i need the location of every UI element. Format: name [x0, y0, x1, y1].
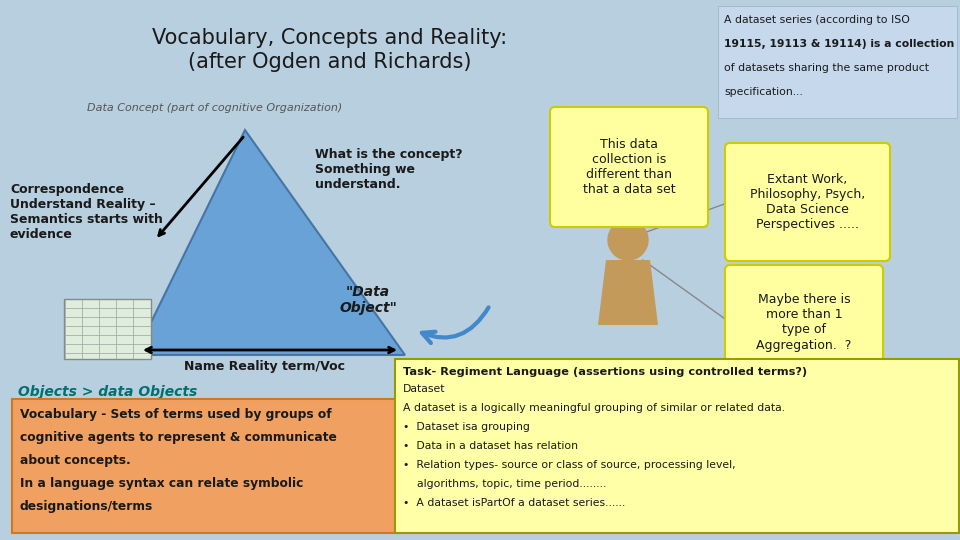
Circle shape — [608, 220, 648, 260]
Text: about concepts.: about concepts. — [20, 454, 131, 467]
Text: In a language syntax can relate symbolic: In a language syntax can relate symbolic — [20, 477, 303, 490]
Text: designations/terms: designations/terms — [20, 500, 154, 513]
Polygon shape — [135, 130, 405, 355]
Text: Vocabulary - Sets of terms used by groups of: Vocabulary - Sets of terms used by group… — [20, 408, 331, 421]
Polygon shape — [598, 260, 658, 325]
Text: Extant Work,
Philosophy, Psych,
Data Science
Perspectives .....: Extant Work, Philosophy, Psych, Data Sci… — [750, 173, 865, 231]
Text: "Data
Object": "Data Object" — [339, 285, 396, 315]
Text: Data Concept (part of cognitive Organization): Data Concept (part of cognitive Organiza… — [87, 103, 343, 113]
Text: Task- Regiment Language (assertions using controlled terms?): Task- Regiment Language (assertions usin… — [403, 367, 807, 377]
Text: cognitive agents to represent & communicate: cognitive agents to represent & communic… — [20, 431, 337, 444]
Text: •  Dataset isa grouping: • Dataset isa grouping — [403, 422, 530, 432]
Text: algorithms, topic, time period........: algorithms, topic, time period........ — [403, 479, 607, 489]
FancyArrowPatch shape — [421, 307, 489, 343]
FancyBboxPatch shape — [725, 143, 890, 261]
Text: (after Ogden and Richards): (after Ogden and Richards) — [188, 52, 471, 72]
Text: Dataset: Dataset — [403, 384, 445, 394]
Text: A dataset series (according to ISO: A dataset series (according to ISO — [724, 15, 910, 25]
Text: •  Relation types- source or class of source, processing level,: • Relation types- source or class of sou… — [403, 460, 735, 470]
Text: Name Reality term/Voc: Name Reality term/Voc — [184, 360, 346, 373]
Text: 19115, 19113 & 19114) is a collection: 19115, 19113 & 19114) is a collection — [724, 39, 954, 49]
FancyBboxPatch shape — [550, 107, 708, 227]
Text: Vocabulary, Concepts and Reality:: Vocabulary, Concepts and Reality: — [153, 28, 508, 48]
Text: Objects > data Objects: Objects > data Objects — [18, 385, 197, 399]
Text: •  A dataset isPartOf a dataset series......: • A dataset isPartOf a dataset series...… — [403, 498, 625, 508]
Text: of datasets sharing the same product: of datasets sharing the same product — [724, 63, 929, 73]
Text: This data
collection is
different than
that a data set: This data collection is different than t… — [583, 138, 675, 196]
FancyBboxPatch shape — [718, 6, 957, 118]
Text: A dataset is a logically meaningful grouping of similar or related data.: A dataset is a logically meaningful grou… — [403, 403, 785, 413]
Text: •  Data in a dataset has relation: • Data in a dataset has relation — [403, 441, 578, 451]
Text: Maybe there is
more than 1
type of
Aggregation.  ?: Maybe there is more than 1 type of Aggre… — [756, 294, 852, 352]
Text: What is the concept?
Something we
understand.: What is the concept? Something we unders… — [315, 148, 463, 191]
Text: specification...: specification... — [724, 87, 803, 97]
FancyBboxPatch shape — [64, 299, 151, 359]
FancyBboxPatch shape — [725, 265, 883, 380]
FancyBboxPatch shape — [12, 399, 398, 533]
Text: Correspondence
Understand Reality –
Semantics starts with
evidence: Correspondence Understand Reality – Sema… — [10, 183, 163, 241]
FancyBboxPatch shape — [395, 359, 959, 533]
